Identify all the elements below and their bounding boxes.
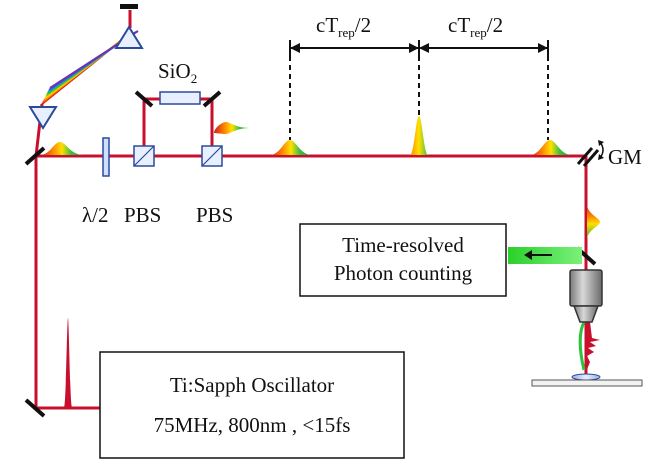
dimension-arrowheads xyxy=(290,43,548,53)
label-ctrep-left: cTrep/2 xyxy=(316,13,371,40)
lower-prism xyxy=(28,106,58,130)
half-wave-plate xyxy=(102,137,110,177)
label-lambda-half: λ/2 xyxy=(82,203,109,227)
label-pbs-right: PBS xyxy=(196,203,233,227)
mirror-left-bottom xyxy=(24,398,46,418)
sio2-block xyxy=(159,91,201,105)
upper-prism xyxy=(114,25,144,49)
pulse-after-prism xyxy=(40,142,84,155)
label-gm: GM xyxy=(608,145,642,169)
pulse-center xyxy=(410,116,428,155)
oscillator-line2: 75MHz, 800nm , <15fs xyxy=(154,413,351,437)
label-pbs-left: PBS xyxy=(124,203,161,227)
pulse-second-delay xyxy=(530,140,572,155)
oscillator-line1: Ti:Sapph Oscillator xyxy=(170,373,334,397)
oscillator-box: Ti:Sapph Oscillator 75MHz, 800nm , <15fs xyxy=(99,351,405,459)
prism-dispersion-fan xyxy=(41,10,139,105)
label-sio2: SiO2 xyxy=(158,59,197,86)
fluorescence-decay xyxy=(578,321,600,372)
mirror-delay-left xyxy=(134,90,154,108)
pulses xyxy=(40,116,600,407)
sample-stage xyxy=(531,373,643,387)
mirror-left-top xyxy=(24,146,46,166)
detector-line2: Photon counting xyxy=(334,261,473,285)
end-mirror xyxy=(120,4,138,9)
galvo-mirror xyxy=(576,147,600,167)
pulse-vertical-descending xyxy=(587,204,600,240)
pulse-oscillator-output xyxy=(64,318,72,407)
mirrors xyxy=(24,90,597,418)
microscope-objective xyxy=(569,269,603,323)
pulse-split-branch xyxy=(214,122,250,134)
label-ctrep-right: cTrep/2 xyxy=(448,13,503,40)
detector-box: Time-resolved Photon counting xyxy=(299,223,507,297)
pulse-first-delay xyxy=(270,140,312,155)
pbs-cubes xyxy=(133,145,223,167)
mirror-delay-right xyxy=(202,90,222,108)
detector-line1: Time-resolved xyxy=(342,233,464,257)
